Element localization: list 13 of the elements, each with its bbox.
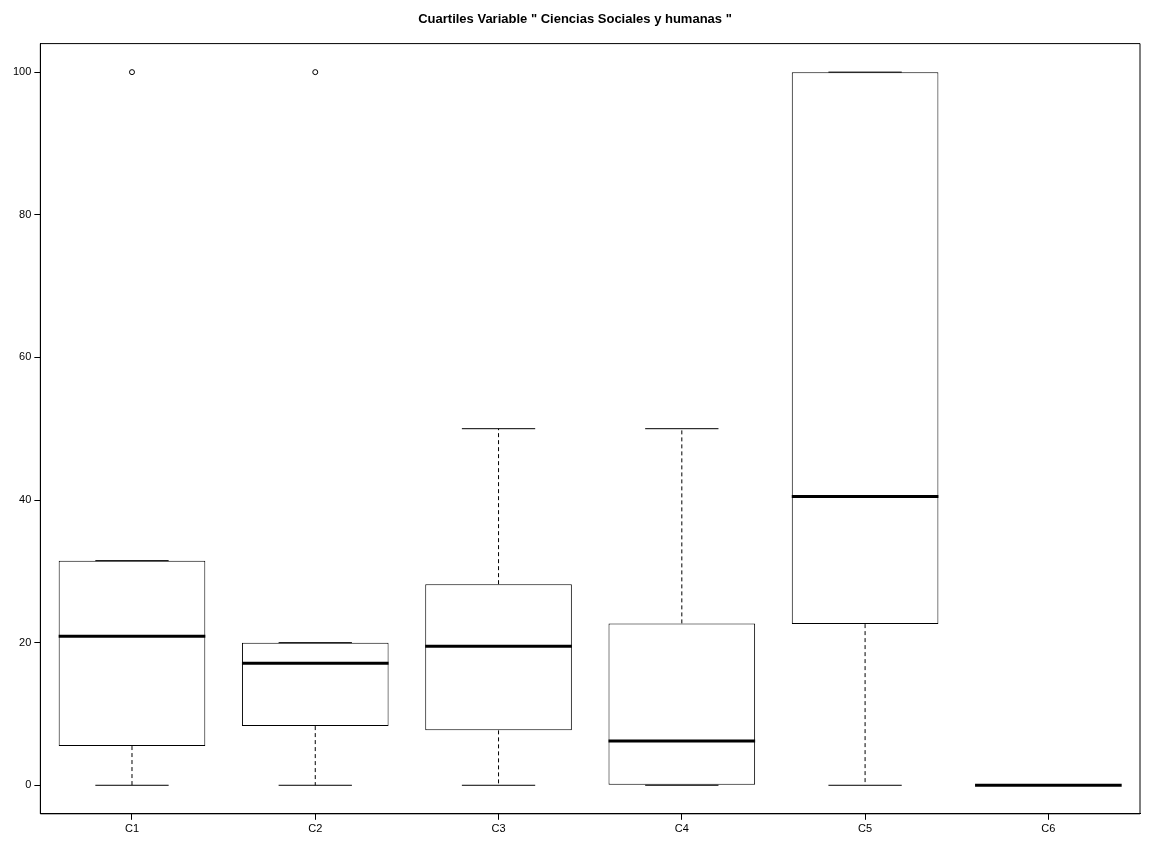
- x-tick-label: C3: [491, 822, 506, 835]
- y-tick-label: 0: [25, 778, 32, 791]
- y-tick-label: 20: [19, 635, 32, 648]
- y-tick-label: 40: [19, 493, 32, 506]
- x-tick-label: C5: [858, 822, 873, 835]
- y-tick-label: 80: [19, 207, 32, 220]
- x-tick-label: C2: [308, 822, 323, 835]
- y-tick-label: 100: [12, 65, 32, 78]
- x-tick-label: C1: [124, 822, 140, 835]
- y-tick-label: 60: [19, 350, 32, 363]
- chart-title: Cuartiles Variable " Ciencias Sociales y humanas ": [418, 11, 732, 27]
- x-tick-label: C4: [674, 822, 689, 835]
- x-tick-label: C6: [1041, 822, 1056, 835]
